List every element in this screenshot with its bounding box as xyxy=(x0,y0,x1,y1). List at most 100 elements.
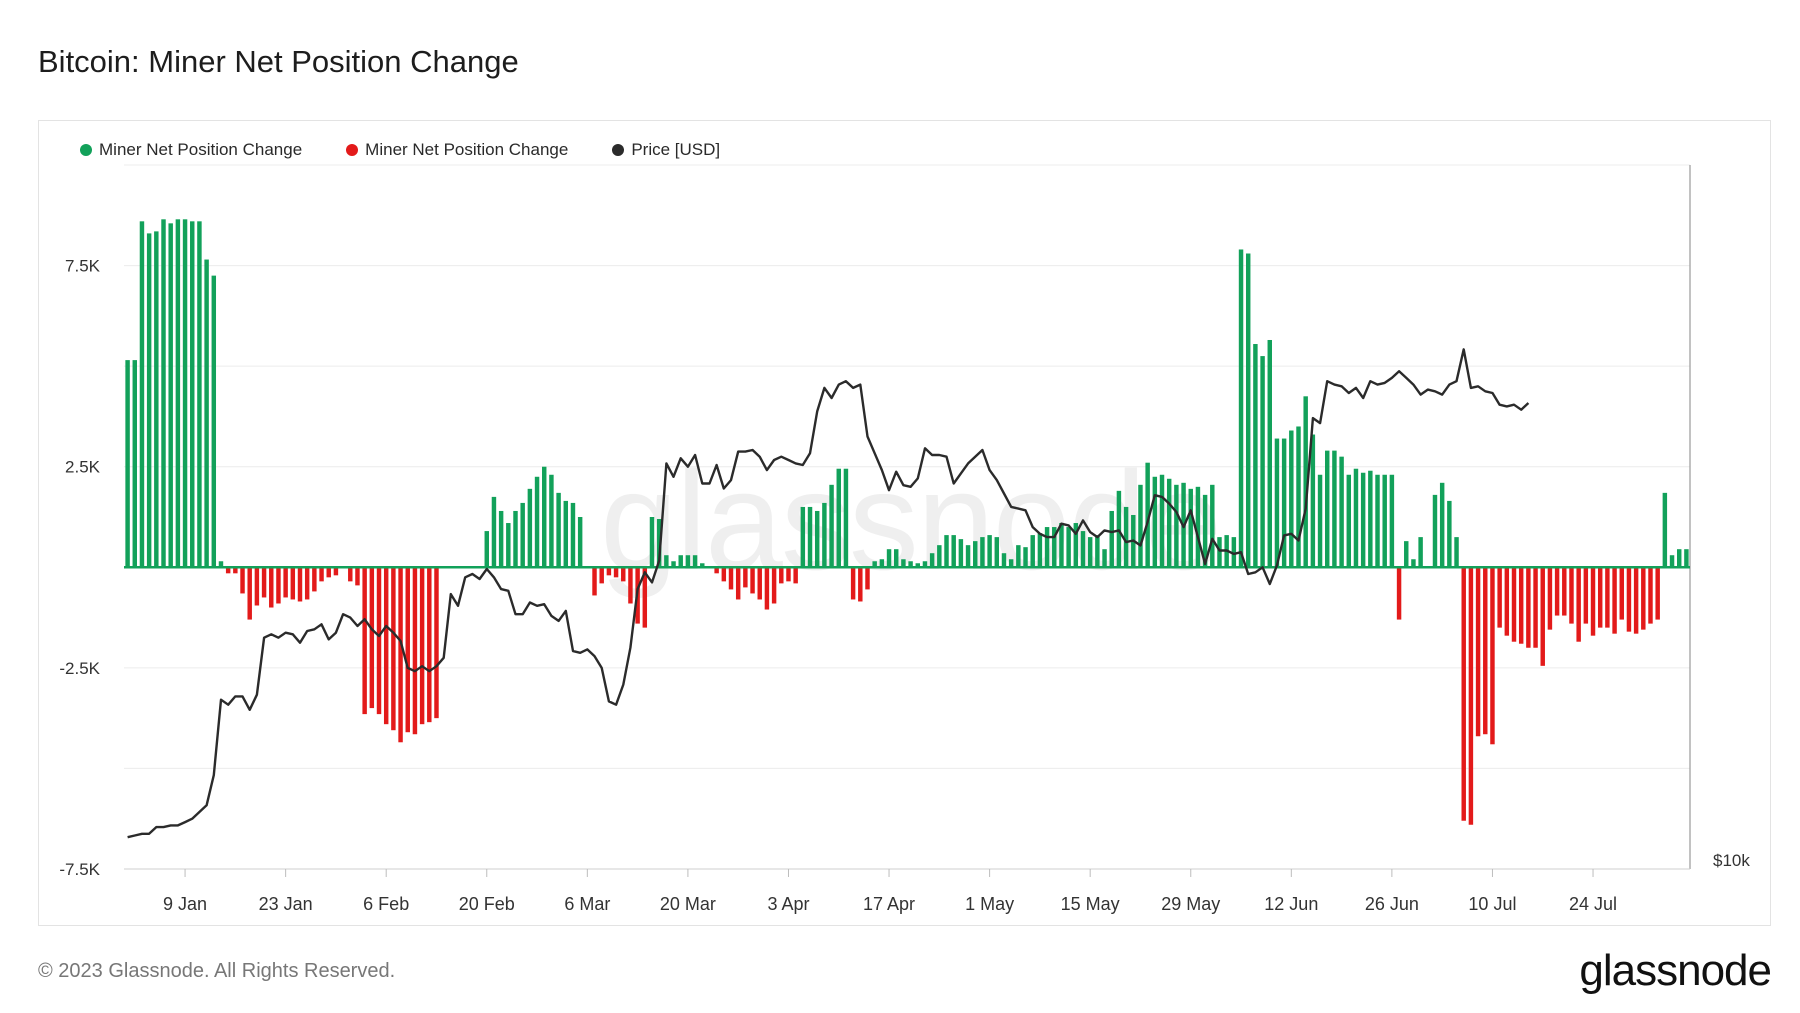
bar-negative xyxy=(254,567,260,606)
bar-positive xyxy=(1368,470,1373,568)
bar-negative xyxy=(599,567,604,584)
bar-positive xyxy=(671,561,676,568)
bar-negative xyxy=(362,567,367,715)
bar-positive xyxy=(175,219,181,568)
bar-positive xyxy=(1447,500,1452,568)
bar-negative xyxy=(764,567,770,610)
bar-negative xyxy=(427,567,432,723)
bar-positive xyxy=(1037,533,1043,568)
bar-negative xyxy=(304,567,310,600)
bar-positive xyxy=(879,559,885,568)
bar-positive xyxy=(1274,438,1280,568)
legend-dot-price xyxy=(612,144,625,156)
bar-positive xyxy=(664,555,669,568)
legend-label-positive: Miner Net Position Change xyxy=(99,140,303,159)
bar-positive xyxy=(168,223,173,568)
legend-item-price[interactable]: Price [USD] xyxy=(612,140,720,160)
bar-positive xyxy=(549,474,554,568)
bar-positive xyxy=(1202,494,1208,568)
x-tick-label: 15 May xyxy=(1061,894,1120,914)
bar-positive xyxy=(678,555,683,568)
bar-positive xyxy=(204,259,209,568)
bar-positive xyxy=(1210,484,1215,568)
bar-positive xyxy=(843,468,849,568)
legend-item-negative[interactable]: Miner Net Position Change xyxy=(346,140,568,160)
bar-negative xyxy=(750,567,755,594)
bar-positive xyxy=(1676,549,1682,568)
bar-positive xyxy=(1281,438,1287,568)
bar-positive xyxy=(829,484,834,568)
bar-negative xyxy=(405,567,410,733)
bar-positive xyxy=(656,519,662,568)
bar-negative xyxy=(1583,567,1589,624)
copyright-notice: © 2023 Glassnode. All Rights Reserved. xyxy=(38,960,396,982)
bar-negative xyxy=(290,567,296,600)
x-tick-label: 24 Jul xyxy=(1569,894,1617,914)
bar-positive xyxy=(1195,486,1201,568)
bar-positive xyxy=(1116,490,1122,568)
bar-positive xyxy=(980,537,985,568)
bar-negative xyxy=(714,567,719,574)
bar-positive xyxy=(944,535,949,568)
bar-positive xyxy=(958,539,964,568)
bar-positive xyxy=(1152,476,1158,568)
bar-positive xyxy=(197,221,202,568)
bar-negative xyxy=(1576,567,1581,642)
bar-positive xyxy=(1439,482,1445,568)
bar-positive xyxy=(139,221,145,568)
bar-positive xyxy=(1030,535,1035,568)
bar-positive xyxy=(1260,356,1265,568)
bar-negative xyxy=(642,567,648,628)
chart-legend: Miner Net Position Change Miner Net Posi… xyxy=(80,140,720,160)
bar-positive xyxy=(1044,527,1050,568)
bar-positive xyxy=(527,488,533,568)
bar-negative xyxy=(1511,567,1517,642)
bar-positive xyxy=(1123,506,1129,568)
x-tick-label: 20 Mar xyxy=(660,894,716,914)
legend-item-positive[interactable]: Miner Net Position Change xyxy=(80,140,302,160)
bar-positive xyxy=(1138,484,1143,568)
bar-negative xyxy=(1497,567,1502,628)
bar-positive xyxy=(1310,434,1316,568)
bar-negative xyxy=(793,567,798,584)
bar-negative xyxy=(757,567,762,600)
x-tick-label: 12 Jun xyxy=(1264,894,1318,914)
bar-negative xyxy=(233,567,238,574)
x-tick-label: 20 Feb xyxy=(459,894,515,914)
bar-positive xyxy=(822,502,827,568)
bar-positive xyxy=(1174,484,1179,568)
bar-positive xyxy=(1066,527,1071,568)
bar-positive xyxy=(807,506,813,568)
bar-positive xyxy=(1418,537,1423,568)
bar-negative xyxy=(276,567,281,604)
x-tick-label: 6 Feb xyxy=(363,894,409,914)
bar-negative xyxy=(297,567,303,602)
bar-negative xyxy=(592,567,597,596)
bar-negative xyxy=(1526,567,1531,648)
bar-positive xyxy=(692,555,698,568)
bar-negative xyxy=(1533,567,1538,648)
bar-positive xyxy=(1166,478,1172,568)
x-tick-label: 17 Apr xyxy=(863,894,915,914)
bar-negative xyxy=(1461,567,1466,821)
bar-negative xyxy=(269,567,274,608)
bar-negative xyxy=(1547,567,1553,630)
bar-negative xyxy=(1655,567,1660,620)
bar-positive xyxy=(836,468,841,568)
bar-positive xyxy=(556,492,561,568)
bar-positive xyxy=(1102,549,1107,568)
bar-positive xyxy=(685,555,691,568)
bar-negative xyxy=(412,567,418,735)
bar-negative xyxy=(247,567,252,620)
bar-positive xyxy=(1662,492,1668,568)
bar-positive xyxy=(132,360,138,568)
bar-positive xyxy=(1087,537,1093,568)
price-axis-label: $10k xyxy=(1713,851,1750,870)
bar-negative xyxy=(850,567,856,600)
y-tick-label: 7.5K xyxy=(65,257,101,276)
bar-positive xyxy=(951,535,956,568)
bar-negative xyxy=(348,567,353,582)
bar-positive xyxy=(484,531,489,568)
bar-negative xyxy=(786,567,791,582)
bar-negative xyxy=(721,567,727,582)
